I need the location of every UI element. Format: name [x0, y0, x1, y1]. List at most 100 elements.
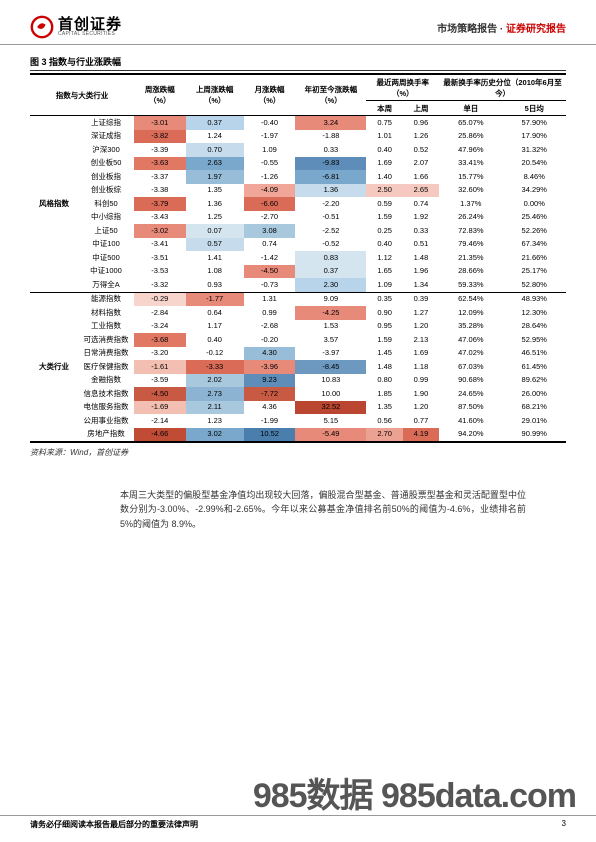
data-cell: -2.68 [244, 320, 296, 334]
data-cell: -5.49 [295, 428, 366, 443]
page-footer: 请务必仔细阅读本报告最后部分的重要法律声明 3 [0, 815, 596, 830]
data-cell: -3.24 [134, 320, 186, 334]
data-cell: 2.07 [403, 157, 439, 171]
data-cell: 1.66 [403, 170, 439, 184]
data-cell: 2.02 [186, 374, 244, 388]
row-label: 上证50 [78, 224, 134, 238]
data-cell: -3.59 [134, 374, 186, 388]
data-cell: 1.92 [403, 211, 439, 225]
table-row: 中证1000-3.531.08-4.500.371.651.9628.66%25… [30, 265, 566, 279]
table-row: 大类行业能源指数-0.29-1.771.319.090.350.3962.54%… [30, 292, 566, 306]
table-row: 万得全A-3.320.93-0.732.301.091.3459.33%52.8… [30, 278, 566, 292]
data-cell: 21.66% [503, 251, 566, 265]
table-caption: 图 3 指数与行业涨跌幅 [30, 55, 566, 71]
col-week: 周涨跌幅（%） [134, 74, 186, 116]
table-row: 上证50-3.020.073.08-2.520.250.3372.83%52.2… [30, 224, 566, 238]
table-row: 电信服务指数-1.692.114.3632.521.351.2087.50%68… [30, 401, 566, 415]
data-cell: -3.53 [134, 265, 186, 279]
data-cell: -4.09 [244, 184, 296, 198]
table-row: 工业指数-3.241.17-2.681.530.951.2035.28%28.6… [30, 320, 566, 334]
data-cell: 1.53 [295, 320, 366, 334]
data-cell: 24.65% [439, 387, 502, 401]
page-header: 首创证券 CAPITAL SECURITIES 市场策略报告 · 证券研究报告 [0, 0, 596, 45]
data-cell: -2.70 [244, 211, 296, 225]
logo-icon [30, 15, 54, 39]
data-cell: 0.75 [366, 116, 402, 130]
data-cell: 4.36 [244, 401, 296, 415]
data-cell: 33.41% [439, 157, 502, 171]
table-row: 科创50-3.791.36-6.60-2.200.590.741.37%0.00… [30, 197, 566, 211]
data-cell: 31.32% [503, 143, 566, 157]
data-cell: 0.00% [503, 197, 566, 211]
data-cell: -1.42 [244, 251, 296, 265]
data-cell: -1.61 [134, 360, 186, 374]
row-label: 材料指数 [78, 306, 134, 320]
data-cell: 1.17 [186, 320, 244, 334]
data-cell: -7.72 [244, 387, 296, 401]
data-cell: 0.40 [366, 143, 402, 157]
data-cell: 0.07 [186, 224, 244, 238]
data-cell: 1.48 [366, 360, 402, 374]
table-row: 房地产指数-4.663.0210.52-5.492.704.1994.20%90… [30, 428, 566, 443]
data-cell: 1.09 [244, 143, 296, 157]
row-label: 万得全A [78, 278, 134, 292]
row-label: 医疗保健指数 [78, 360, 134, 374]
data-cell: 0.80 [366, 374, 402, 388]
data-cell: 0.52 [403, 143, 439, 157]
data-cell: 87.50% [439, 401, 502, 415]
data-cell: 0.99 [403, 374, 439, 388]
data-cell: 52.95% [503, 333, 566, 347]
data-cell: 1.69 [403, 347, 439, 361]
data-cell: 17.90% [503, 130, 566, 144]
data-cell: -0.73 [244, 278, 296, 292]
table-row: 沪深300-3.390.701.090.330.400.5247.96%31.3… [30, 143, 566, 157]
data-cell: 1.65 [366, 265, 402, 279]
data-cell: 0.35 [366, 292, 402, 306]
data-cell: 0.99 [244, 306, 296, 320]
row-label: 中证500 [78, 251, 134, 265]
data-cell: -3.79 [134, 197, 186, 211]
row-label: 公用事业指数 [78, 414, 134, 428]
data-cell: -6.81 [295, 170, 366, 184]
data-cell: -3.39 [134, 143, 186, 157]
data-cell: 25.46% [503, 211, 566, 225]
data-cell: 1.26 [403, 130, 439, 144]
col-last-week: 上周 [403, 101, 439, 116]
logo: 首创证券 CAPITAL SECURITIES [30, 15, 122, 39]
data-cell: 28.64% [503, 320, 566, 334]
data-cell: 1.20 [403, 401, 439, 415]
data-cell: 1.45 [366, 347, 402, 361]
table-row: 深证成指-3.821.24-1.97-1.881.011.2625.86%17.… [30, 130, 566, 144]
data-cell: -0.55 [244, 157, 296, 171]
data-cell: 29.01% [503, 414, 566, 428]
data-cell: 61.45% [503, 360, 566, 374]
data-cell: -3.37 [134, 170, 186, 184]
data-cell: 0.57 [186, 238, 244, 252]
data-cell: 25.86% [439, 130, 502, 144]
row-label: 金融指数 [78, 374, 134, 388]
table-row: 公用事业指数-2.141.23-1.995.150.560.7741.60%29… [30, 414, 566, 428]
data-cell: -0.20 [244, 333, 296, 347]
data-cell: 34.29% [503, 184, 566, 198]
row-label: 工业指数 [78, 320, 134, 334]
row-label: 中小综指 [78, 211, 134, 225]
data-cell: 2.50 [366, 184, 402, 198]
data-cell: 1.69 [366, 157, 402, 171]
data-cell: -0.40 [244, 116, 296, 130]
row-label: 可选消费指数 [78, 333, 134, 347]
data-cell: -4.25 [295, 306, 366, 320]
data-cell: 1.85 [366, 387, 402, 401]
data-cell: 1.36 [295, 184, 366, 198]
data-cell: 52.26% [503, 224, 566, 238]
data-cell: 15.77% [439, 170, 502, 184]
page-number: 3 [562, 819, 566, 830]
row-label: 深证成指 [78, 130, 134, 144]
data-cell: -3.97 [295, 347, 366, 361]
data-cell: 2.73 [186, 387, 244, 401]
data-cell: -0.12 [186, 347, 244, 361]
data-cell: 1.01 [366, 130, 402, 144]
header-title: 市场策略报告 · 证券研究报告 [437, 20, 566, 35]
data-cell: 9.09 [295, 292, 366, 306]
data-cell: 2.70 [366, 428, 402, 443]
data-cell: 90.68% [439, 374, 502, 388]
